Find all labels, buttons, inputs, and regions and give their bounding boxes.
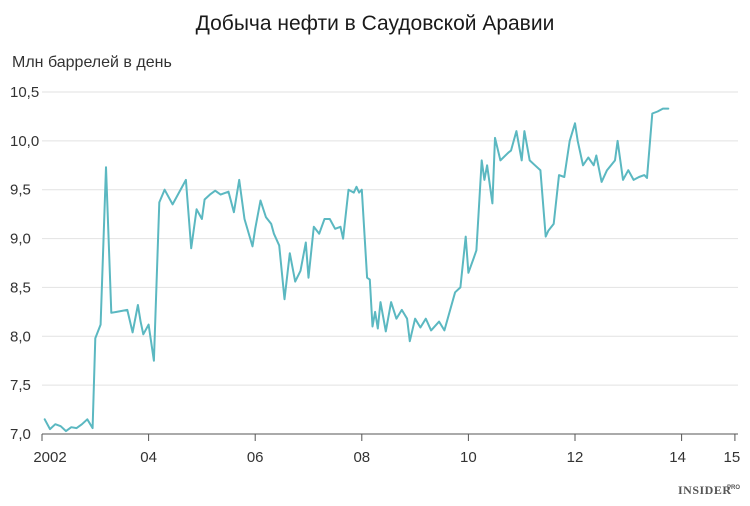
series-line-oil-production [43,107,670,433]
y-axis-ticks: 7,0 7,5 8,0 8,5 9,0 9,5 10,0 10,5 [10,84,39,443]
insider-pro-logo: INSIDER PRO [678,483,740,497]
y-tick-label: 8,0 [10,328,31,345]
x-tick-label: 10 [460,449,477,466]
y-tick-label: 9,5 [10,182,31,199]
logo-text: INSIDER [678,483,732,497]
y-tick-label: 7,5 [10,377,31,394]
y-axis-unit-label: Млн баррелей в день [12,54,172,71]
chart-title: Добыча нефти в Саудовской Аравии [196,12,555,35]
x-tick-label: 12 [567,449,584,466]
x-axis-ticks: 2002 04 06 08 10 12 14 15 [33,434,740,466]
gridlines [42,91,738,386]
y-tick-label: 10,0 [10,133,39,150]
x-tick-label: 2002 [33,449,66,466]
y-tick-label: 7,0 [10,426,31,443]
series-layer [43,107,670,433]
y-tick-label: 8,5 [10,279,31,296]
x-tick-label: 08 [353,449,370,466]
x-tick-label: 06 [247,449,264,466]
logo-superscript: PRO [727,485,740,491]
x-tick-label: 14 [669,449,686,466]
x-tick-label: 15 [724,449,741,466]
y-tick-label: 10,5 [10,84,39,101]
x-tick-label: 04 [140,449,157,466]
y-tick-label: 9,0 [10,231,31,248]
